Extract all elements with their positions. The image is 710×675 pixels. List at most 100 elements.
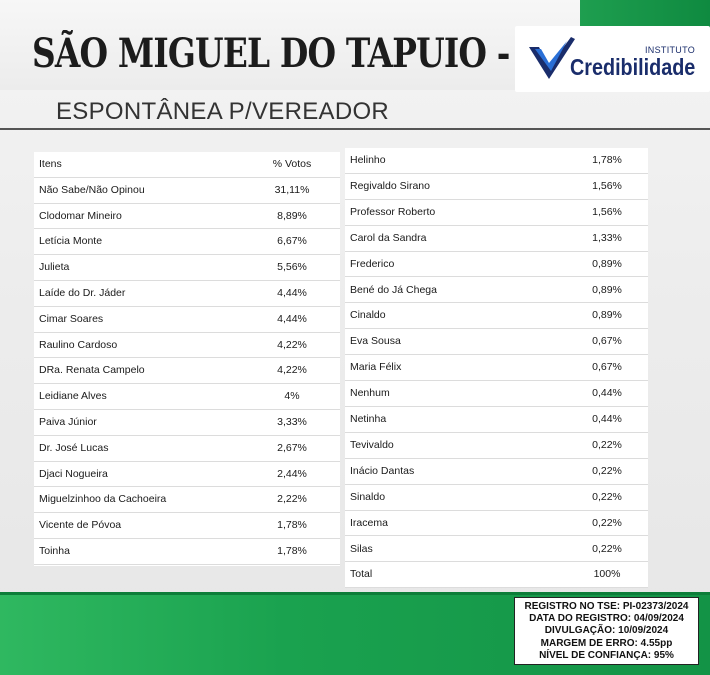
page-subtitle: ESPONTÂNEA P/VEREADOR: [56, 98, 390, 125]
table-row: Bené do Já Chega 0,89%: [345, 278, 648, 304]
candidate-name: Letícia Monte: [39, 235, 103, 248]
table-row: Regivaldo Sirano 1,56%: [345, 174, 648, 200]
vote-percentage: 0,44%: [592, 387, 622, 400]
table-row: Sinaldo 0,22%: [345, 485, 648, 511]
candidate-name: Cimar Soares: [39, 312, 104, 325]
candidate-name: Dr. José Lucas: [39, 441, 109, 454]
logo-instituto-text: INSTITUTO: [645, 45, 696, 55]
table-row: Miguelzinhoo da Cachoeira 2,22%: [34, 487, 340, 514]
table-row: Julieta 5,56%: [34, 255, 340, 281]
tse-registration-box: REGISTRO NO TSE: PI-02373/2024 DATA DO R…: [514, 597, 699, 665]
vote-percentage: 1,78%: [277, 519, 307, 532]
candidate-name: Iracema: [350, 516, 388, 529]
vote-percentage: 31,11%: [274, 183, 310, 196]
candidate-name: Paiva Júnior: [39, 416, 97, 428]
table-row: Inácio Dantas 0,22%: [345, 459, 648, 485]
table-row: Cimar Soares 4,44%: [34, 307, 340, 333]
vote-percentage: 6,67%: [277, 235, 307, 248]
vote-percentage: 4%: [284, 390, 300, 403]
column-header-votos: % Votos: [272, 158, 312, 170]
column-header-itens: Itens: [39, 158, 62, 170]
credibilidade-logo: INSTITUTO Credibilidade: [515, 26, 710, 92]
table-row: Toinha 1,78%: [34, 539, 340, 565]
candidate-name: Netinha: [350, 413, 387, 425]
vote-percentage: 100%: [593, 568, 621, 581]
table-row: Raulino Cardoso 4,22%: [34, 333, 340, 359]
vote-percentage: 1,78%: [277, 545, 307, 557]
candidate-name: Sinaldo: [350, 490, 386, 503]
vote-percentage: 4,22%: [277, 338, 307, 351]
table-row: Dr. José Lucas 2,67%: [34, 436, 340, 462]
results-table-right: Helinho 1,78% Regivaldo Sirano 1,56% Profess…: [345, 148, 648, 589]
margem-erro: MARGEM DE ERRO: 4.55pp: [540, 637, 673, 649]
table-row: Clodomar Mineiro 8,89%: [34, 204, 340, 230]
results-table-left: Itens % Votos Não Sabe/Não Opinou 31,11% C…: [34, 152, 340, 566]
candidate-name: Helinho: [350, 154, 386, 166]
candidate-name: Tevivaldo: [350, 438, 394, 451]
candidate-name: Frederico: [350, 257, 395, 270]
header-panel: [0, 0, 580, 90]
table-row: Não Sabe/Não Opinou 31,11%: [34, 178, 340, 204]
candidate-name: Clodomar Mineiro: [39, 209, 122, 222]
candidate-name: Carol da Sandra: [350, 231, 427, 244]
candidate-name: Nenhum: [350, 387, 390, 400]
vote-percentage: 0,89%: [592, 283, 622, 296]
data-registro: DATA DO REGISTRO: 04/09/2024: [529, 613, 684, 625]
candidate-name: Djaci Nogueira: [39, 467, 108, 480]
vote-percentage: 5,56%: [277, 261, 307, 274]
vote-percentage: 0,67%: [592, 335, 622, 348]
table-row: Netinha 0,44%: [345, 407, 648, 433]
table-row: Total 100%: [345, 562, 648, 589]
table-header-row: Itens % Votos: [34, 152, 340, 178]
candidate-name: Não Sabe/Não Opinou: [39, 183, 145, 196]
page-title: SÃO MIGUEL DO TAPUIO - PI: [32, 30, 559, 77]
vote-percentage: 4,44%: [277, 312, 307, 325]
table-row: Helinho 1,78%: [345, 148, 648, 174]
vote-percentage: 0,22%: [592, 516, 622, 529]
table-row: Eva Sousa 0,67%: [345, 329, 648, 356]
table-row: Letícia Monte 6,67%: [34, 229, 340, 256]
vote-percentage: 0,89%: [592, 257, 622, 270]
vote-percentage: 1,56%: [592, 179, 622, 192]
vote-percentage: 3,33%: [277, 416, 307, 428]
footer-band-edge: [0, 592, 710, 595]
table-row: Paiva Júnior 3,33%: [34, 410, 340, 436]
divulgacao: DIVULGAÇÃO: 10/09/2024: [544, 625, 669, 637]
table-row: Cinaldo 0,89%: [345, 303, 648, 330]
table-row: Silas 0,22%: [345, 537, 648, 563]
vote-percentage: 4,44%: [277, 287, 307, 299]
header-divider: [0, 128, 710, 130]
candidate-name: Total: [350, 568, 373, 581]
vote-percentage: 0,22%: [592, 438, 622, 451]
table-row: DRa. Renata Campelo 4,22%: [34, 358, 340, 385]
registro-tse: REGISTRO NO TSE: PI-02373/2024: [524, 601, 689, 612]
table-row: Nenhum 0,44%: [345, 381, 648, 407]
table-row: Iracema 0,22%: [345, 511, 648, 537]
vote-percentage: 1,56%: [592, 205, 622, 218]
candidate-name: Vicente de Póvoa: [39, 519, 122, 532]
candidate-name: Bené do Já Chega: [350, 283, 437, 296]
table-row: Leidiane Alves 4%: [34, 384, 340, 410]
candidate-name: Raulino Cardoso: [39, 338, 118, 351]
check-mark-icon: [529, 37, 575, 79]
candidate-name: Cinaldo: [350, 309, 386, 322]
candidate-name: DRa. Renata Campelo: [39, 364, 145, 377]
candidate-name: Laíde do Dr. Jáder: [39, 287, 126, 299]
candidate-name: Inácio Dantas: [350, 464, 415, 477]
logo-name-text: Credibilidade: [570, 54, 696, 80]
candidate-name: Professor Roberto: [350, 205, 436, 218]
nivel-confianca: NÍVEL DE CONFIANÇA: 95%: [539, 649, 674, 661]
candidate-name: Toinha: [39, 545, 70, 557]
candidate-name: Maria Félix: [350, 361, 402, 374]
vote-percentage: 2,67%: [277, 441, 307, 454]
table-row: Tevivaldo 0,22%: [345, 433, 648, 459]
vote-percentage: 0,44%: [592, 413, 622, 425]
vote-percentage: 2,44%: [277, 467, 307, 480]
vote-percentage: 4,22%: [277, 364, 307, 377]
table-row: Djaci Nogueira 2,44%: [34, 462, 340, 488]
candidate-name: Miguelzinhoo da Cachoeira: [39, 493, 167, 506]
table-row: Carol da Sandra 1,33%: [345, 226, 648, 252]
table-row: Professor Roberto 1,56%: [345, 200, 648, 226]
vote-percentage: 0,22%: [592, 490, 622, 503]
candidate-name: Silas: [350, 542, 373, 555]
